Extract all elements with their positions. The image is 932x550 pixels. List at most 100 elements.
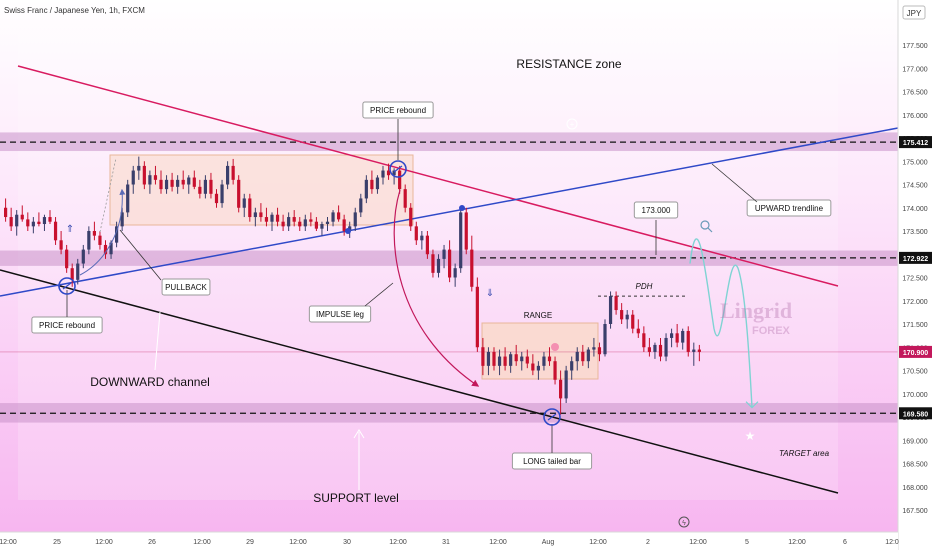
candle[interactable]: [398, 165, 402, 194]
candle[interactable]: [237, 175, 241, 213]
candle[interactable]: [192, 170, 196, 190]
candle[interactable]: [159, 170, 163, 194]
price-tag[interactable]: 172.922: [899, 251, 932, 264]
y-axis-panel[interactable]: [898, 0, 932, 550]
upward-trendline-box[interactable]: UPWARD trendline: [746, 199, 832, 217]
candle[interactable]: [176, 175, 180, 194]
candle[interactable]: [581, 344, 585, 366]
candle[interactable]: [570, 356, 574, 380]
candle[interactable]: [26, 212, 30, 231]
candle[interactable]: [298, 217, 302, 231]
candle[interactable]: [214, 189, 219, 208]
candle[interactable]: [431, 249, 435, 278]
candle[interactable]: [76, 258, 80, 285]
candle[interactable]: [353, 207, 357, 231]
candle[interactable]: [470, 235, 474, 292]
candle[interactable]: [692, 342, 696, 366]
candle[interactable]: [564, 365, 568, 404]
candle[interactable]: [414, 221, 418, 245]
candle[interactable]: [270, 212, 274, 231]
candle[interactable]: [525, 349, 529, 369]
candle[interactable]: [181, 170, 185, 190]
candle[interactable]: [137, 156, 141, 180]
candle[interactable]: [364, 175, 368, 204]
candle[interactable]: [509, 351, 513, 373]
candle[interactable]: [597, 342, 602, 362]
candle[interactable]: [425, 231, 429, 259]
price-tag[interactable]: 170.900: [899, 345, 932, 358]
plus-icon[interactable]: [566, 118, 578, 130]
candle[interactable]: [459, 207, 463, 273]
candle[interactable]: [681, 328, 685, 350]
candle[interactable]: [631, 310, 635, 334]
candle[interactable]: [98, 231, 102, 250]
candle[interactable]: [259, 203, 263, 222]
candle[interactable]: [375, 175, 380, 194]
candle[interactable]: [248, 193, 252, 222]
candle[interactable]: [453, 263, 457, 287]
candle[interactable]: [20, 205, 24, 222]
candle[interactable]: [81, 244, 85, 269]
candle[interactable]: [486, 347, 491, 376]
candle[interactable]: [9, 207, 13, 231]
candle[interactable]: [442, 244, 446, 269]
candle[interactable]: [92, 221, 96, 241]
candle[interactable]: [520, 351, 524, 371]
candle[interactable]: [647, 337, 651, 357]
candle[interactable]: [575, 347, 579, 371]
candle[interactable]: [547, 347, 552, 366]
candle[interactable]: [103, 240, 108, 259]
candle[interactable]: [420, 231, 424, 250]
long-tailed-box[interactable]: LONG tailed bar: [511, 452, 593, 470]
candle[interactable]: [642, 326, 646, 352]
rebound-circle[interactable]: [389, 160, 407, 178]
upward-trendline[interactable]: [0, 127, 899, 297]
price-tag[interactable]: 175.412: [899, 136, 932, 149]
price-rebound-top-box[interactable]: PRICE rebound: [362, 101, 434, 119]
candle[interactable]: [536, 361, 540, 380]
candle[interactable]: [514, 344, 518, 366]
candle[interactable]: [325, 217, 330, 231]
candle[interactable]: [314, 217, 318, 231]
candle[interactable]: [131, 165, 135, 194]
candle[interactable]: [142, 161, 146, 190]
candle[interactable]: [292, 210, 296, 227]
candle[interactable]: [220, 179, 224, 208]
candle[interactable]: [198, 179, 202, 199]
candle[interactable]: [87, 226, 91, 255]
candle[interactable]: [53, 217, 58, 245]
candle[interactable]: [475, 277, 479, 352]
x-axis-panel[interactable]: [0, 532, 898, 550]
search-icon[interactable]: [700, 220, 710, 230]
rebound-circle[interactable]: [543, 408, 561, 426]
candle[interactable]: [603, 319, 607, 357]
candle[interactable]: [164, 175, 169, 194]
candle[interactable]: [503, 347, 507, 371]
candle[interactable]: [320, 221, 324, 236]
candle[interactable]: [331, 210, 335, 227]
candle[interactable]: [231, 158, 235, 185]
candle[interactable]: [337, 205, 341, 222]
candle[interactable]: [464, 207, 468, 255]
candle[interactable]: [697, 344, 701, 362]
candle[interactable]: [187, 175, 191, 194]
candle[interactable]: [481, 337, 485, 376]
candle[interactable]: [664, 333, 668, 362]
candle[interactable]: [253, 207, 257, 227]
candle[interactable]: [686, 326, 690, 357]
candle[interactable]: [370, 170, 374, 194]
candle[interactable]: [592, 337, 596, 357]
candle[interactable]: [670, 328, 674, 348]
candle[interactable]: [436, 254, 441, 278]
candle[interactable]: [4, 198, 8, 222]
candle[interactable]: [242, 193, 246, 218]
candle[interactable]: [303, 214, 307, 231]
candle[interactable]: [342, 214, 346, 236]
candle[interactable]: [636, 319, 640, 338]
candle[interactable]: [492, 347, 496, 371]
price-rebound-left-box[interactable]: PRICE rebound: [31, 316, 103, 334]
candle[interactable]: [625, 310, 629, 329]
candle[interactable]: [448, 240, 452, 283]
candle[interactable]: [675, 324, 679, 348]
